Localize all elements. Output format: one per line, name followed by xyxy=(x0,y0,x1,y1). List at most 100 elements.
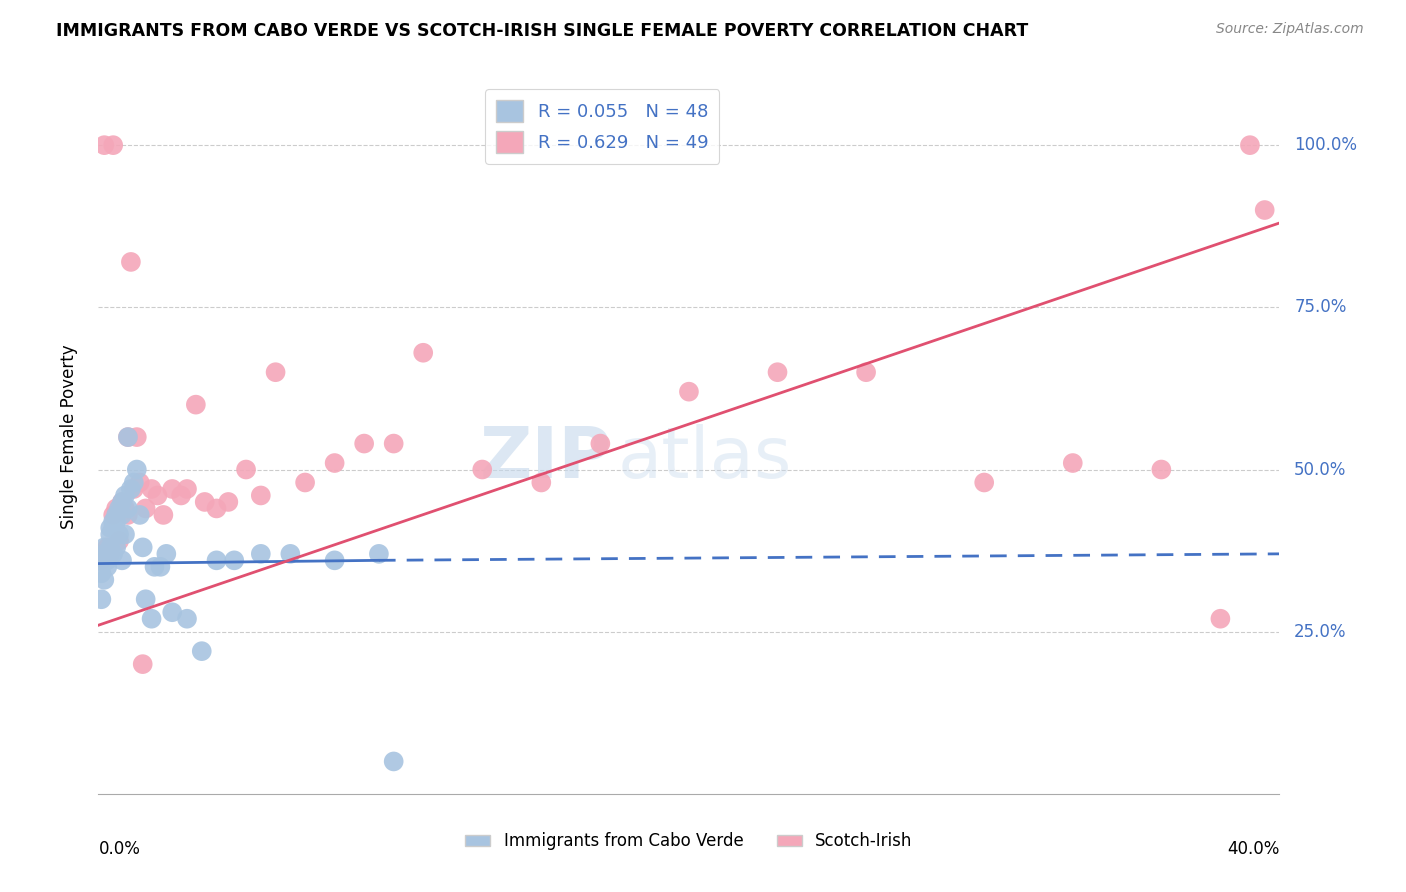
Point xyxy=(146,488,169,502)
Point xyxy=(224,553,246,567)
Point xyxy=(135,592,157,607)
Point xyxy=(205,501,228,516)
Point xyxy=(141,612,163,626)
Point xyxy=(170,488,193,502)
Point xyxy=(368,547,391,561)
Point xyxy=(132,657,155,672)
Point xyxy=(93,573,115,587)
Text: ZIP: ZIP xyxy=(479,424,612,493)
Point xyxy=(120,255,142,269)
Point xyxy=(111,495,134,509)
Point xyxy=(176,482,198,496)
Point xyxy=(98,547,121,561)
Text: atlas: atlas xyxy=(619,424,793,493)
Point xyxy=(128,475,150,490)
Point xyxy=(117,501,139,516)
Point xyxy=(93,547,115,561)
Point xyxy=(382,436,405,450)
Point xyxy=(90,553,112,567)
Text: 100.0%: 100.0% xyxy=(1295,136,1357,154)
Text: 40.0%: 40.0% xyxy=(1227,840,1279,858)
Point xyxy=(1254,202,1277,217)
Point xyxy=(353,436,375,450)
Point xyxy=(96,541,118,555)
Point xyxy=(191,644,214,658)
Point xyxy=(96,547,118,561)
Point xyxy=(96,559,118,574)
Point xyxy=(132,541,155,555)
Point xyxy=(250,488,273,502)
Point xyxy=(235,462,257,476)
Point xyxy=(1209,612,1232,626)
Point xyxy=(471,462,494,476)
Point xyxy=(117,430,139,444)
Text: Source: ZipAtlas.com: Source: ZipAtlas.com xyxy=(1216,22,1364,37)
Point xyxy=(1150,462,1173,476)
Point xyxy=(294,475,316,490)
Point xyxy=(264,365,287,379)
Point xyxy=(412,345,434,359)
Point xyxy=(149,559,172,574)
Point xyxy=(128,508,150,522)
Point xyxy=(323,553,346,567)
Point xyxy=(114,501,136,516)
Point xyxy=(125,430,148,444)
Point xyxy=(162,482,183,496)
Point xyxy=(120,482,142,496)
Point xyxy=(766,365,789,379)
Point xyxy=(93,541,115,555)
Point xyxy=(194,495,217,509)
Point xyxy=(678,384,700,399)
Point xyxy=(108,501,131,516)
Point xyxy=(90,553,112,567)
Point xyxy=(217,495,239,509)
Point xyxy=(323,456,346,470)
Point xyxy=(98,521,121,535)
Point xyxy=(382,755,405,769)
Point xyxy=(105,501,128,516)
Point xyxy=(96,553,118,567)
Point xyxy=(114,527,136,541)
Text: 25.0%: 25.0% xyxy=(1295,623,1347,640)
Point xyxy=(114,488,136,502)
Point xyxy=(122,475,145,490)
Point xyxy=(122,482,145,496)
Point xyxy=(103,521,125,535)
Point xyxy=(90,566,112,581)
Point xyxy=(589,436,612,450)
Point xyxy=(205,553,228,567)
Point xyxy=(135,501,157,516)
Point xyxy=(155,547,177,561)
Point xyxy=(105,515,128,529)
Point xyxy=(117,430,139,444)
Point xyxy=(125,462,148,476)
Point xyxy=(98,527,121,541)
Point xyxy=(108,527,131,541)
Point xyxy=(176,612,198,626)
Point xyxy=(111,553,134,567)
Point xyxy=(103,515,125,529)
Point xyxy=(90,592,112,607)
Point xyxy=(1062,456,1084,470)
Point xyxy=(103,508,125,522)
Point xyxy=(1239,138,1261,153)
Point xyxy=(111,508,134,522)
Point xyxy=(108,533,131,548)
Point xyxy=(250,547,273,561)
Point xyxy=(162,605,183,619)
Point xyxy=(973,475,995,490)
Point xyxy=(117,508,139,522)
Point xyxy=(98,541,121,555)
Text: 75.0%: 75.0% xyxy=(1295,298,1347,317)
Text: 50.0%: 50.0% xyxy=(1295,460,1347,478)
Point xyxy=(93,138,115,153)
Point xyxy=(280,547,302,561)
Point xyxy=(184,398,207,412)
Point xyxy=(530,475,553,490)
Point xyxy=(141,482,163,496)
Point xyxy=(103,138,125,153)
Legend: Immigrants from Cabo Verde, Scotch-Irish: Immigrants from Cabo Verde, Scotch-Irish xyxy=(458,826,920,857)
Y-axis label: Single Female Poverty: Single Female Poverty xyxy=(59,345,77,529)
Point xyxy=(855,365,877,379)
Point xyxy=(105,508,128,522)
